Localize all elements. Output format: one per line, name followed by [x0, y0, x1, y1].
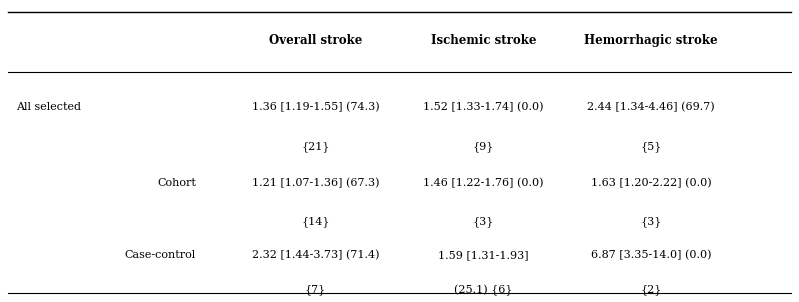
Text: {9}: {9}	[473, 141, 494, 152]
Text: Cohort: Cohort	[157, 178, 196, 188]
Text: {2}: {2}	[641, 284, 662, 295]
Text: Ischemic stroke: Ischemic stroke	[431, 34, 536, 47]
Text: (25.1) {6}: (25.1) {6}	[454, 284, 513, 296]
Text: {3}: {3}	[473, 217, 494, 227]
Text: 1.36 [1.19-1.55] (74.3): 1.36 [1.19-1.55] (74.3)	[252, 102, 380, 112]
Text: 1.46 [1.22-1.76] (0.0): 1.46 [1.22-1.76] (0.0)	[423, 178, 543, 188]
Text: Hemorrhagic stroke: Hemorrhagic stroke	[584, 34, 718, 47]
Text: 1.21 [1.07-1.36] (67.3): 1.21 [1.07-1.36] (67.3)	[252, 178, 380, 188]
Text: 1.59 [1.31-1.93]: 1.59 [1.31-1.93]	[438, 250, 529, 260]
Text: {3}: {3}	[641, 217, 662, 227]
Text: Overall stroke: Overall stroke	[269, 34, 362, 47]
Text: {14}: {14}	[301, 217, 330, 227]
Text: {21}: {21}	[301, 141, 330, 152]
Text: {5}: {5}	[641, 141, 662, 152]
Text: All selected: All selected	[16, 102, 81, 112]
Text: 1.52 [1.33-1.74] (0.0): 1.52 [1.33-1.74] (0.0)	[423, 102, 543, 112]
Text: Case-control: Case-control	[125, 250, 196, 260]
Text: 2.32 [1.44-3.73] (71.4): 2.32 [1.44-3.73] (71.4)	[252, 250, 380, 260]
Text: 6.87 [3.35-14.0] (0.0): 6.87 [3.35-14.0] (0.0)	[591, 250, 711, 260]
Text: {7}: {7}	[305, 284, 326, 295]
Text: 2.44 [1.34-4.46] (69.7): 2.44 [1.34-4.46] (69.7)	[587, 102, 715, 112]
Text: 1.63 [1.20-2.22] (0.0): 1.63 [1.20-2.22] (0.0)	[591, 178, 711, 188]
